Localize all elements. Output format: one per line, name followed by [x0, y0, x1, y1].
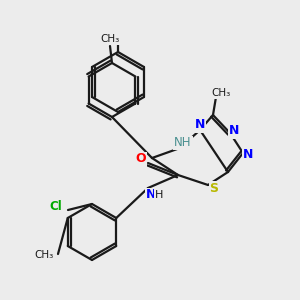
- Text: N: N: [243, 148, 253, 160]
- Text: N: N: [146, 188, 156, 202]
- Text: O: O: [136, 152, 146, 166]
- Text: CH₃: CH₃: [100, 34, 120, 44]
- Text: N: N: [195, 118, 205, 131]
- Text: NH: NH: [174, 136, 192, 149]
- Text: H: H: [155, 190, 163, 200]
- Text: S: S: [209, 182, 218, 194]
- Text: Cl: Cl: [50, 200, 62, 214]
- Text: CH₃: CH₃: [34, 250, 54, 260]
- Text: CH₃: CH₃: [212, 88, 231, 98]
- Text: N: N: [229, 124, 239, 137]
